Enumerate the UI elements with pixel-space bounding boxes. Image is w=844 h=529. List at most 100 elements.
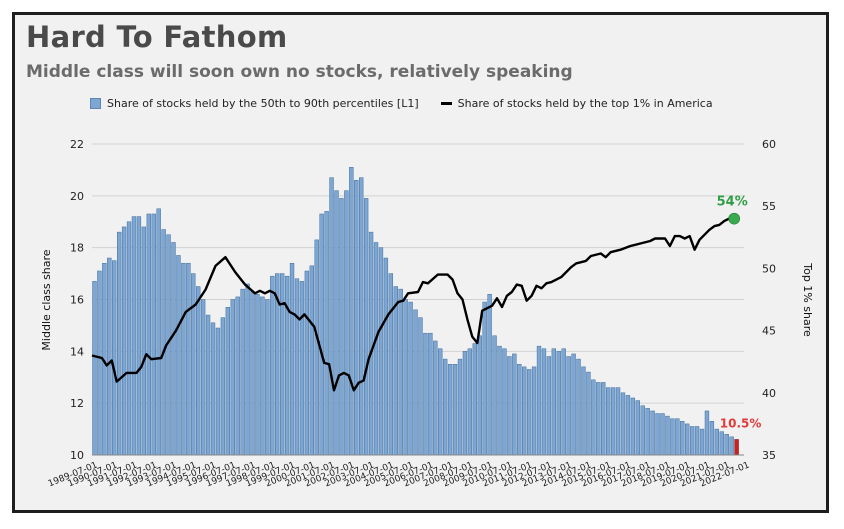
y-tick-label: 14 (70, 345, 84, 358)
legend-item-middle-class: Share of stocks held by the 50th to 90th… (90, 97, 419, 110)
bar (601, 382, 606, 456)
bar (156, 208, 161, 456)
bar (146, 213, 151, 456)
bar (714, 428, 720, 456)
y2-tick-label: 60 (762, 138, 776, 151)
bar (176, 255, 181, 456)
y-tick-label: 22 (70, 138, 84, 151)
bar (536, 345, 542, 456)
bar (428, 332, 433, 456)
bar (418, 317, 423, 456)
bar (640, 405, 645, 456)
y-tick-label: 18 (70, 242, 84, 255)
y-tick-label: 12 (70, 397, 84, 410)
bar (591, 379, 596, 456)
bar (699, 428, 705, 456)
bar (97, 270, 102, 456)
y2-axis-label: Top 1% share (801, 262, 814, 337)
bar (240, 288, 245, 456)
bar (512, 353, 517, 456)
bar (689, 426, 695, 456)
bar (294, 278, 300, 456)
bar (388, 273, 394, 456)
bar (442, 358, 448, 456)
bar (615, 387, 621, 456)
bar (719, 431, 724, 456)
bar (680, 421, 685, 456)
y2-tick-label: 55 (762, 200, 776, 213)
bar (314, 239, 319, 456)
bar (378, 247, 384, 456)
bar (398, 288, 403, 456)
bar (324, 211, 329, 456)
bar (319, 213, 324, 456)
bar (645, 408, 650, 456)
bar (363, 198, 369, 456)
bar-end-label: 10.5% (720, 416, 762, 430)
bar (151, 213, 156, 456)
bar (502, 348, 507, 456)
bar (477, 335, 482, 456)
bar (571, 353, 576, 456)
bar (304, 270, 310, 456)
bar (265, 299, 270, 456)
bar (408, 301, 413, 456)
bar (289, 262, 295, 456)
bar (438, 348, 443, 456)
bar (635, 400, 640, 456)
bar (121, 226, 127, 456)
bar (610, 387, 616, 456)
top-one-percent-line (91, 217, 730, 392)
bar (235, 296, 240, 456)
bar (181, 262, 186, 456)
bar (220, 317, 226, 456)
bar (650, 410, 655, 456)
bar (561, 348, 566, 456)
bar (541, 348, 547, 456)
bar (136, 216, 142, 456)
bar (482, 301, 487, 456)
bar (354, 180, 359, 456)
bar (685, 423, 690, 456)
bar (734, 439, 739, 456)
bar (675, 418, 680, 456)
bar (329, 177, 334, 456)
bar (373, 242, 379, 456)
bar (729, 436, 734, 456)
bar (299, 281, 305, 456)
bar (393, 286, 398, 456)
bar (625, 395, 631, 456)
bar (339, 198, 344, 456)
bar (205, 314, 211, 456)
bar (215, 327, 221, 456)
legend-item-top-one-percent: Share of stocks held by the top 1% in Am… (440, 97, 713, 110)
legend-line-swatch (440, 102, 452, 105)
bar (161, 229, 166, 456)
bar (467, 348, 473, 456)
bar (309, 265, 314, 456)
bar (556, 351, 561, 456)
bar (724, 434, 729, 456)
bar (546, 356, 552, 456)
bar (630, 397, 636, 456)
bar (245, 283, 250, 456)
bar (368, 231, 374, 456)
y-axis-label: Middle class share (40, 249, 53, 350)
bar (116, 231, 122, 456)
bar (433, 340, 438, 456)
bar (452, 364, 458, 456)
bar (413, 309, 418, 456)
bar (704, 410, 710, 456)
bar (447, 364, 453, 456)
bar (255, 294, 260, 456)
bar (709, 421, 715, 456)
bar (403, 299, 408, 456)
bar (531, 366, 537, 456)
line-end-marker (728, 212, 740, 225)
bar (457, 358, 463, 456)
bar (665, 415, 670, 456)
chart-title: Hard To Fathom (26, 20, 288, 54)
bar (522, 366, 527, 456)
legend-label-top-one-percent: Share of stocks held by the top 1% in Am… (457, 97, 713, 110)
bar (670, 418, 675, 456)
